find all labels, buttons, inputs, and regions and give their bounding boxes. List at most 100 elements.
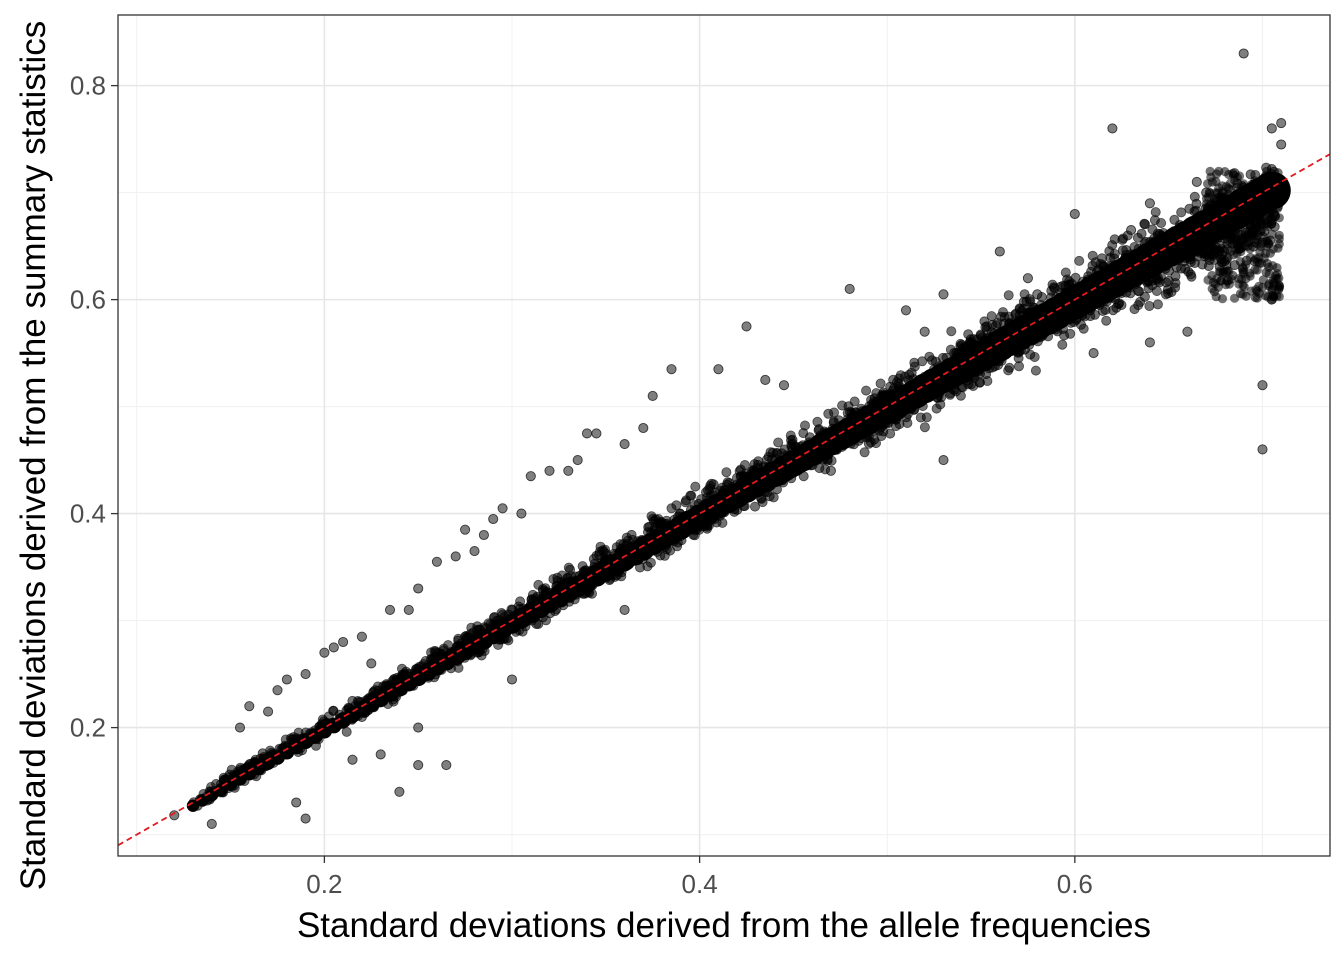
scatter-point [1254, 206, 1264, 216]
scatter-point [1201, 187, 1212, 198]
scatter-point [1266, 168, 1276, 178]
y-tick-label: 0.6 [70, 285, 106, 315]
scatter-point [1214, 166, 1224, 176]
scatter-point [778, 380, 790, 391]
scatter-point [328, 705, 339, 716]
scatter-point [1244, 227, 1254, 237]
identity-reference-line [118, 153, 1330, 847]
scatter-point [196, 794, 209, 807]
scatter-point [987, 319, 998, 330]
scatter-point [1150, 207, 1161, 218]
scatter-point [760, 374, 771, 385]
scatter-point [319, 647, 330, 658]
scatter-point [1274, 282, 1284, 292]
scatter-point [384, 604, 396, 615]
scatter-point [1236, 237, 1246, 247]
scatter-point [974, 377, 985, 388]
scatter-point [1234, 171, 1245, 181]
scatter-point [1029, 351, 1040, 362]
scatter-point [1064, 276, 1075, 287]
scatter-point [986, 311, 997, 322]
scatter-point [516, 508, 527, 519]
scatter-point [919, 326, 930, 337]
scatter-point [1152, 299, 1163, 310]
scatter-point [1162, 284, 1173, 295]
scatter-point [787, 434, 798, 445]
scatter-point [708, 479, 719, 490]
scatter-point [300, 813, 311, 824]
scatter-point [750, 501, 761, 512]
scatter-point [1191, 198, 1202, 209]
scatter-point [642, 561, 653, 572]
scatter-point [681, 495, 692, 506]
scatter-point [764, 491, 775, 502]
scatter-point [1022, 273, 1033, 284]
scatter-point [869, 434, 880, 445]
scatter-point [994, 246, 1005, 257]
scatter-point [565, 564, 576, 575]
scatter-point [894, 419, 905, 430]
scatter-point [366, 658, 377, 669]
scatter-point [1268, 192, 1278, 202]
scatter-point [1232, 248, 1242, 259]
scatter-point [1260, 181, 1270, 191]
scatter-point [1003, 290, 1014, 301]
scatter-point [1151, 285, 1162, 296]
scatter-point [169, 810, 180, 821]
scatter-point [263, 706, 274, 717]
scatter-point [1234, 274, 1244, 284]
scatter-point [938, 455, 949, 466]
scatter-point [1252, 235, 1262, 245]
scatter-point [1246, 286, 1256, 296]
scatter-point [478, 529, 489, 541]
scatter-point [885, 428, 896, 439]
scatter-point [1018, 296, 1029, 307]
dense-point-band [186, 162, 1291, 812]
scatter-point [1154, 277, 1165, 288]
scatter-point [1273, 168, 1283, 178]
scatter-point [1032, 289, 1043, 300]
scatter-point [919, 422, 930, 433]
scatter-point [506, 674, 518, 685]
scatter-point [488, 513, 499, 525]
scatter-point [1247, 213, 1258, 223]
scatter-point [812, 416, 823, 427]
scatter-point [619, 439, 630, 450]
scatter-point [497, 503, 508, 514]
scatter-point [797, 455, 808, 466]
scatter-point [713, 364, 724, 375]
scatter-point [1176, 207, 1187, 218]
scatter-point [557, 570, 568, 581]
scatter-point [1144, 198, 1155, 209]
scatter-point [394, 786, 405, 797]
scatter-point [800, 420, 811, 431]
scatter-point [591, 428, 602, 439]
scatter-point [226, 764, 237, 775]
scatter-point [1090, 257, 1101, 268]
scatter-point [1140, 219, 1151, 230]
scatter-point [1215, 267, 1225, 277]
scatter-point [1274, 213, 1284, 223]
scatter-point [431, 556, 442, 567]
scatter-point [1239, 200, 1249, 210]
plot-area [118, 48, 1330, 847]
scatter-point [1210, 198, 1220, 208]
scatter-point [594, 549, 605, 560]
scatter-point [1256, 226, 1266, 236]
scatter-point [1266, 123, 1277, 134]
scatter-point [438, 643, 449, 654]
scatter-point [291, 797, 302, 808]
scatter-point [581, 428, 593, 439]
scatter-point [1126, 225, 1137, 236]
x-tick-label: 0.6 [1057, 869, 1093, 899]
scatter-point [272, 685, 283, 696]
scatter-point [1216, 276, 1226, 286]
scatter-point [281, 674, 292, 685]
scatter-point [717, 517, 728, 528]
scatter-point [1236, 218, 1246, 228]
scatter-point [1235, 187, 1245, 197]
scatter-point [1207, 177, 1217, 187]
scatter-point [998, 307, 1009, 318]
scatter-point [1135, 296, 1146, 307]
scatter-point [757, 497, 768, 508]
